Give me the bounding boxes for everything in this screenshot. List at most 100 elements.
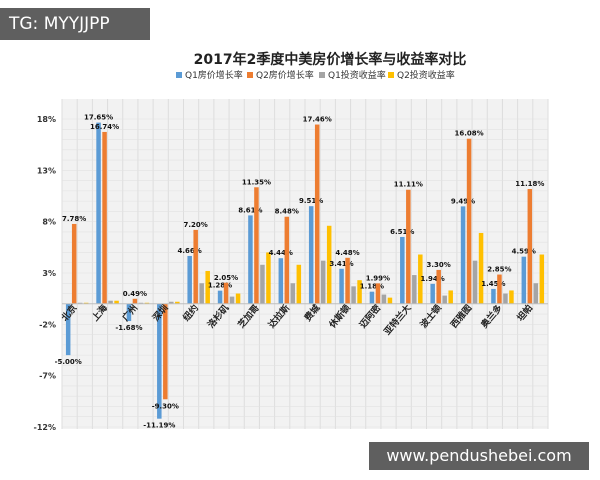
bar	[375, 283, 381, 304]
bar	[339, 268, 344, 304]
bar	[406, 189, 411, 304]
bar	[345, 257, 350, 304]
data-label: 4.59%	[512, 248, 536, 256]
bar	[65, 303, 71, 356]
bar	[71, 223, 77, 304]
y-tick-label: -12%	[34, 423, 56, 432]
bar	[326, 225, 332, 304]
bar	[193, 229, 198, 304]
bar	[533, 283, 539, 304]
data-label: 11.11%	[394, 181, 423, 189]
data-label: 3.41%	[329, 260, 353, 268]
plot-area: 18%13%8%3%-2%-7%-12%-5.00%7.78%北京17.65%1…	[34, 99, 549, 432]
data-label: 11.18%	[515, 180, 544, 188]
data-label: 7.78%	[62, 215, 86, 223]
data-label: 17.65%	[84, 114, 113, 122]
legend-label: Q1房价增长率	[185, 69, 243, 81]
bar	[460, 206, 466, 304]
watermark-tag: TG: MYYJJPP	[0, 8, 150, 40]
bar	[430, 283, 435, 304]
bar	[132, 298, 138, 304]
y-tick-label: 8%	[42, 218, 56, 227]
bar	[436, 269, 441, 304]
bar	[235, 293, 241, 304]
data-label: 1.99%	[366, 274, 390, 282]
bar	[199, 283, 204, 304]
bar	[284, 216, 290, 304]
bar	[539, 254, 545, 304]
legend-swatch	[176, 72, 182, 78]
bar	[163, 303, 168, 400]
data-label: 8.48%	[275, 208, 299, 216]
data-label: 0.49%	[123, 290, 147, 298]
data-label: -1.68%	[115, 324, 142, 332]
y-tick-label: 18%	[37, 115, 56, 124]
bar	[369, 291, 375, 304]
bar	[381, 294, 387, 304]
bar	[357, 280, 362, 304]
bar	[175, 301, 180, 304]
bar	[205, 270, 210, 304]
bar	[83, 302, 89, 304]
bar	[509, 290, 514, 304]
legend-swatch	[247, 72, 253, 78]
data-label: 16.74%	[90, 123, 119, 131]
bar	[157, 303, 162, 419]
legend-swatch	[388, 72, 394, 78]
bar	[187, 255, 192, 304]
bar	[466, 138, 472, 304]
chart-legend: Q1房价增长率 Q2房价增长率 Q1投资收益率 Q2投资收益率	[176, 69, 455, 81]
bar	[266, 252, 271, 304]
data-label: 1.94%	[421, 275, 445, 283]
data-label: -11.19%	[143, 422, 175, 430]
bar	[138, 302, 144, 304]
data-label: 2.05%	[214, 274, 238, 282]
data-label: 1.18%	[360, 283, 384, 291]
data-label: 4.66%	[178, 247, 202, 255]
y-tick-label: -7%	[39, 372, 56, 381]
bar	[521, 256, 527, 304]
bar	[320, 260, 326, 304]
bar	[278, 258, 284, 304]
data-label: 6.51%	[390, 228, 414, 236]
bar	[77, 302, 83, 304]
data-label: 1.45%	[481, 280, 505, 288]
data-label: 4.48%	[335, 249, 359, 257]
y-tick-label: 13%	[37, 166, 56, 175]
bar	[351, 286, 356, 304]
data-label: 17.46%	[303, 116, 332, 124]
legend-swatch	[319, 72, 325, 78]
watermark-url: www.pendushebei.com	[369, 442, 589, 470]
bar	[217, 290, 223, 304]
bar	[223, 282, 229, 304]
bar	[248, 215, 253, 304]
data-label: 11.35%	[242, 178, 271, 186]
bar	[296, 264, 302, 304]
y-tick-label: 3%	[42, 269, 56, 278]
bar	[229, 296, 235, 304]
data-label: 16.08%	[454, 130, 483, 138]
bar	[478, 232, 484, 304]
data-label: -9.30%	[152, 402, 179, 410]
legend-label: Q2投资收益率	[397, 69, 455, 81]
bar	[442, 295, 447, 304]
bar	[387, 297, 393, 304]
bar	[260, 264, 265, 304]
data-label: 7.20%	[184, 221, 208, 229]
bar	[472, 260, 478, 304]
bar	[491, 288, 496, 304]
bar	[102, 131, 107, 304]
bar	[108, 300, 113, 304]
bar	[448, 290, 453, 304]
data-label: 1.28%	[208, 282, 232, 290]
bar	[308, 206, 314, 304]
bar	[527, 189, 533, 304]
legend-label: Q1投资收益率	[328, 69, 386, 81]
data-label: 8.61%	[238, 206, 262, 214]
bar	[290, 283, 296, 304]
data-label: 3.30%	[427, 261, 451, 269]
data-label: 9.51%	[299, 197, 323, 205]
bar	[144, 302, 150, 304]
y-tick-label: -2%	[39, 320, 56, 329]
